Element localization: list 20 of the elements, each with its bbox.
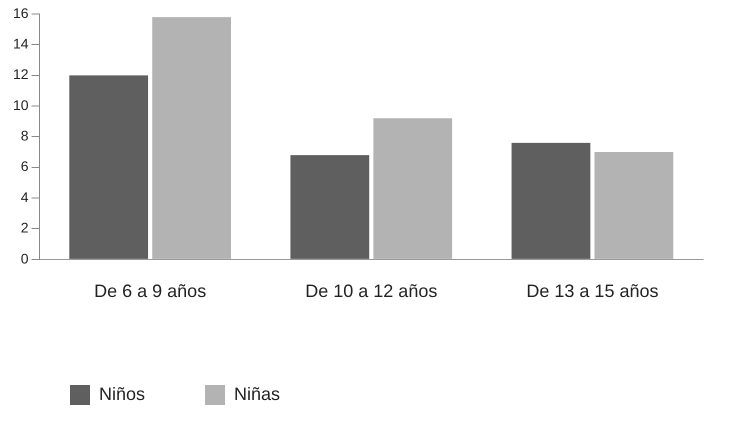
x-tick-label: De 10 a 12 años (305, 281, 438, 302)
bar (512, 142, 590, 259)
y-tick-label: 10 (12, 96, 29, 113)
x-tick-label: De 13 a 15 años (526, 281, 658, 302)
bar (594, 152, 674, 259)
bar (152, 17, 231, 259)
x-tick-label: De 6 a 9 años (94, 281, 206, 302)
y-tick-label: 16 (12, 4, 29, 21)
y-tick-label: 4 (20, 188, 29, 205)
bar (69, 75, 148, 259)
y-tick-label: 6 (20, 158, 29, 174)
legend-label: Niñas (234, 384, 280, 404)
y-tick-label: 8 (20, 128, 29, 144)
y-tick-label: 14 (12, 36, 29, 52)
y-tick-label: 0 (20, 250, 29, 266)
y-tick-label: 2 (20, 220, 29, 236)
y-tick-label: 12 (12, 66, 29, 82)
bar (290, 155, 370, 259)
bar (373, 118, 452, 259)
legend-label: Niños (99, 384, 146, 404)
